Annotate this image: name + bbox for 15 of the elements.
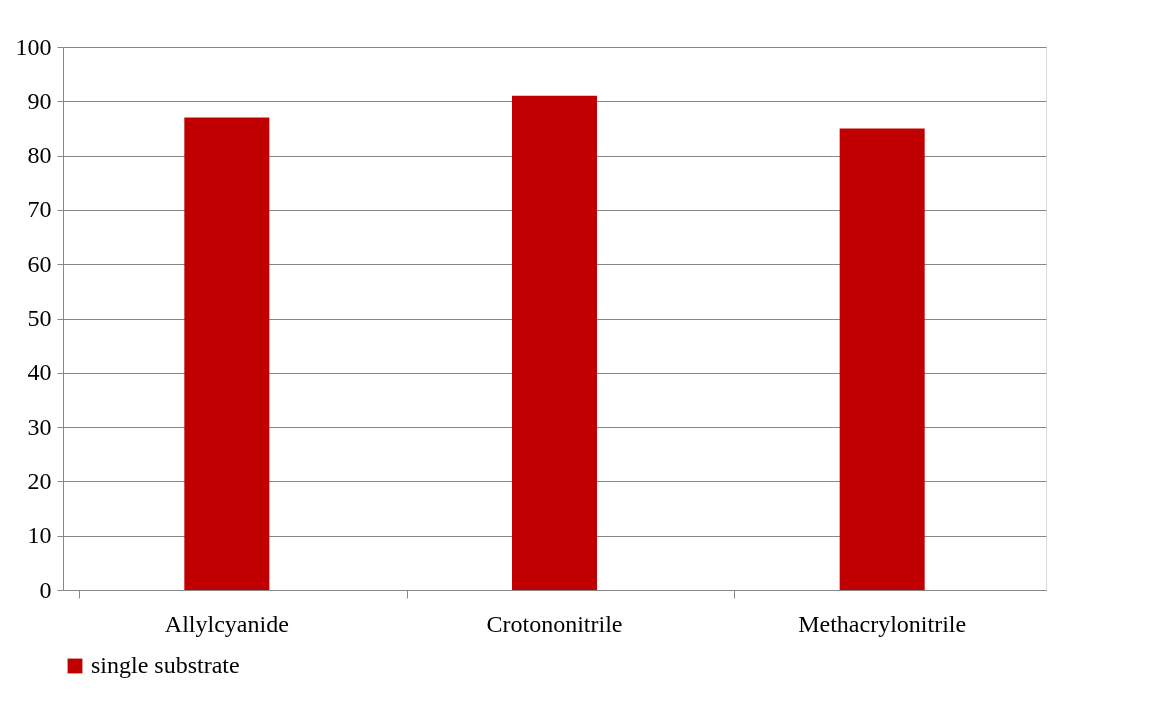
y-tick-label: 0: [39, 576, 52, 603]
y-tick-label: 100: [15, 33, 52, 60]
y-tick-label: 60: [27, 250, 52, 277]
y-tick-label: 50: [27, 305, 52, 331]
x-tick-label: Methacrylonitrile: [798, 610, 967, 637]
y-tick-label: 10: [27, 522, 52, 549]
legend-label: single substrate: [91, 652, 240, 678]
y-tick-label: 30: [27, 413, 52, 440]
y-tick-label: 20: [27, 467, 52, 494]
x-tick-label: Crotononitrile: [486, 610, 623, 637]
x-tick-label: Allylcyanide: [164, 610, 289, 637]
y-tick-label: 40: [27, 359, 52, 386]
y-tick-label: 70: [27, 196, 52, 223]
y-tick-label: 90: [27, 87, 52, 114]
y-tick-label: 80: [27, 142, 52, 169]
